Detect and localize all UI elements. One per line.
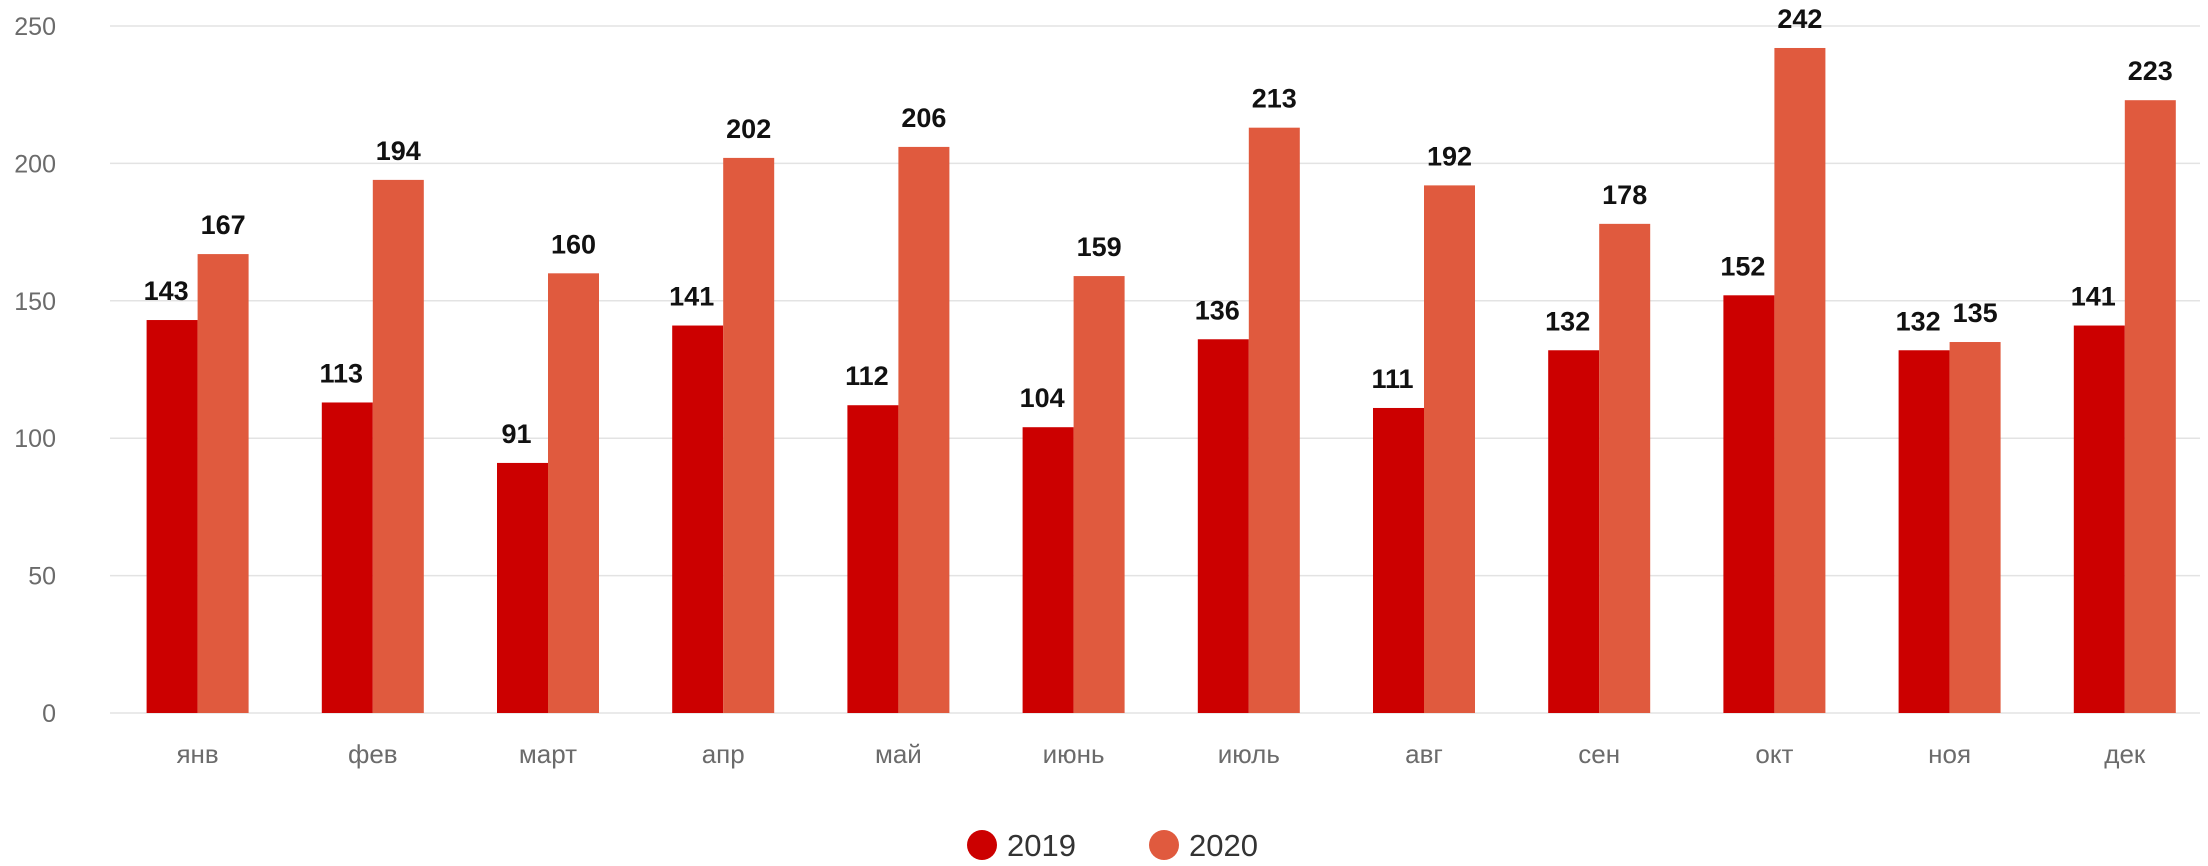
data-label: 160: [551, 229, 596, 259]
bar-2019-окт: [1723, 295, 1775, 713]
bar-2019-фев: [321, 402, 373, 713]
data-label: 132: [1545, 306, 1590, 336]
y-tick-label: 200: [14, 150, 56, 178]
legend-label: 2020: [1189, 828, 1258, 861]
y-tick-label: 100: [14, 425, 56, 453]
data-label: 159: [1077, 232, 1122, 262]
y-tick-label: 150: [14, 288, 56, 316]
data-label: 202: [726, 114, 771, 144]
y-tick-label: 0: [42, 700, 56, 728]
x-tick-label: фев: [348, 739, 398, 769]
bar-2019-июнь: [1022, 427, 1074, 713]
data-label: 206: [901, 103, 946, 133]
data-label: 178: [1602, 180, 1647, 210]
data-label: 242: [1777, 4, 1822, 34]
bar-2020-март: [548, 273, 599, 713]
bar-2020-июль: [1248, 127, 1300, 713]
data-label: 194: [376, 136, 421, 166]
x-tick-label: ноя: [1928, 739, 1971, 769]
legend-marker: [1149, 830, 1179, 860]
x-tick-label: окт: [1755, 739, 1793, 769]
legend-label: 2019: [1007, 828, 1076, 861]
bar-2019-авг: [1373, 407, 1424, 713]
y-tick-label: 50: [28, 563, 56, 591]
data-label: 91: [501, 419, 531, 449]
legend-item: 2019: [967, 828, 1076, 863]
bar-2020-май: [898, 146, 950, 714]
data-label: 213: [1252, 84, 1297, 114]
bar-2020-сен: [1599, 223, 1651, 713]
bar-2020-апр: [723, 157, 775, 714]
data-label: 223: [2128, 56, 2173, 86]
bar-2020-ноя: [1949, 342, 2001, 713]
data-label: 113: [320, 358, 364, 388]
data-labels: 143 167 113 194 91 160 141 202 112 206 104 159 136 21…: [144, 4, 2173, 449]
bar-2019-ноя: [1898, 350, 1950, 713]
bar-2019-май: [847, 405, 899, 713]
bar-2019-янв: [146, 320, 198, 713]
bar-2020-фев: [372, 179, 424, 713]
y-axis: 0 50 100 150 200 250: [14, 13, 56, 728]
x-tick-label: дек: [2104, 739, 2146, 769]
x-tick-label: май: [875, 739, 922, 769]
bar-2019-сен: [1548, 350, 1600, 713]
x-axis: янв фев март апр май июнь июль авг сен окт ноя дек: [176, 739, 2145, 769]
data-label: 141: [2071, 282, 2116, 312]
x-tick-label: апр: [702, 739, 745, 769]
bar-2020-дек: [2124, 100, 2176, 714]
data-label: 104: [1020, 383, 1065, 413]
bar-2020-янв: [197, 254, 249, 714]
bar-2019-апр: [672, 325, 724, 713]
data-label: 135: [1953, 298, 1998, 328]
grid-layer: [110, 25, 2200, 714]
data-label: 136: [1195, 295, 1240, 325]
x-tick-label: март: [519, 739, 577, 769]
data-label: 152: [1720, 251, 1765, 281]
x-tick-label: авг: [1405, 739, 1443, 769]
data-label: 143: [144, 276, 189, 306]
data-label: 192: [1427, 141, 1472, 171]
legend: 2019 2020: [967, 828, 1258, 863]
x-tick-label: июнь: [1043, 739, 1105, 769]
bar-2020-окт: [1774, 47, 1826, 713]
x-tick-label: сен: [1578, 739, 1620, 769]
data-label: 167: [201, 210, 246, 240]
data-label: 111: [1371, 364, 1413, 394]
data-label: 141: [669, 282, 714, 312]
data-label: 132: [1896, 306, 1941, 336]
x-tick-label: июль: [1218, 739, 1280, 769]
bars: [146, 47, 2176, 714]
bar-2019-дек: [2073, 325, 2125, 713]
y-tick-label: 250: [14, 13, 56, 41]
bar-2020-авг: [1424, 185, 1475, 713]
bar-2019-июль: [1197, 339, 1249, 713]
data-label: 112: [845, 361, 889, 391]
legend-item: 2020: [1149, 828, 1258, 863]
legend-marker: [967, 830, 997, 860]
x-tick-label: янв: [176, 739, 218, 769]
bar-2019-март: [497, 462, 548, 713]
bar-2020-июнь: [1073, 276, 1125, 713]
